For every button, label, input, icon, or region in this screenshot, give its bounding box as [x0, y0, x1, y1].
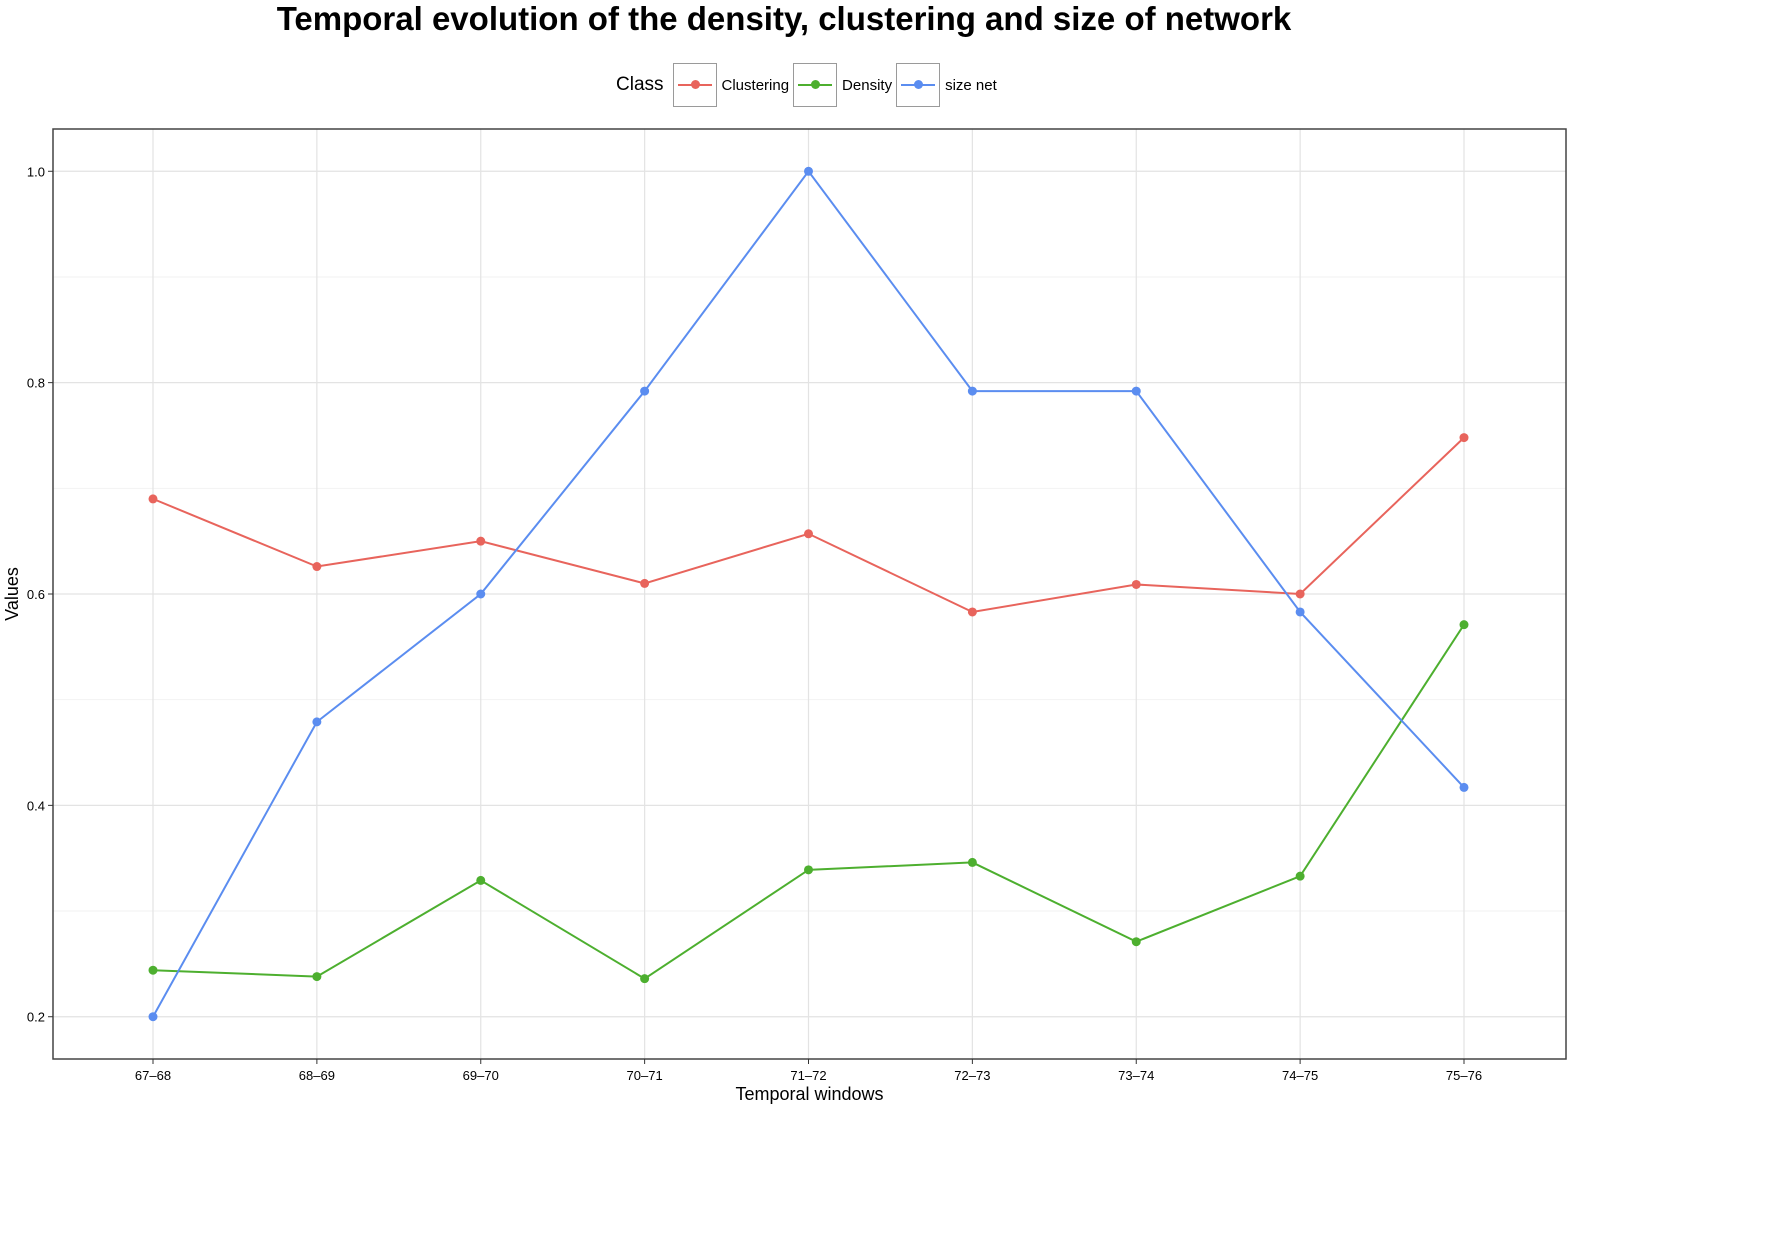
- legend-dot-density: [811, 80, 821, 89]
- x-tick-label: 75–76: [1446, 1068, 1482, 1083]
- legend-dot-clustering: [690, 80, 700, 89]
- x-tick-label: 74–75: [1282, 1068, 1318, 1083]
- x-tick-label: 70–71: [627, 1068, 663, 1083]
- data-point-density: [1131, 937, 1141, 947]
- data-point-density: [640, 974, 650, 984]
- data-point-size-net: [640, 386, 650, 396]
- data-point-density: [148, 965, 158, 975]
- x-tick-label: 73–74: [1118, 1068, 1154, 1083]
- legend-key-density: [793, 63, 838, 107]
- data-point-clustering: [476, 536, 486, 546]
- data-point-clustering: [1459, 433, 1469, 443]
- data-point-size-net: [1295, 607, 1305, 617]
- data-point-size-net: [967, 386, 977, 396]
- x-tick-label: 71–72: [790, 1068, 826, 1083]
- x-tick-label: 69–70: [463, 1068, 499, 1083]
- data-point-clustering: [967, 607, 977, 617]
- data-point-density: [476, 875, 486, 885]
- y-tick-label: 0.2: [27, 1010, 45, 1025]
- legend-label-density: Density: [842, 76, 893, 94]
- data-point-clustering: [640, 578, 650, 588]
- data-point-size-net: [1459, 782, 1469, 792]
- y-tick-label: 1.0: [27, 164, 45, 179]
- y-axis-title: Values: [2, 567, 22, 621]
- x-axis-title: Temporal windows: [735, 1084, 883, 1104]
- line-chart: 0.2 0.4 0.6 0.8 1.0 67–68 68–69 69–70 70–71 71–72…: [2, 128, 1567, 1104]
- data-point-size-net: [476, 589, 486, 599]
- data-point-clustering: [148, 494, 158, 504]
- data-point-clustering: [312, 562, 322, 572]
- legend-label-clustering: Clustering: [721, 76, 790, 94]
- y-tick-label: 0.8: [27, 376, 45, 391]
- data-point-size-net: [1131, 386, 1141, 396]
- legend-title: Class: [616, 74, 664, 95]
- x-tick-label: 68–69: [299, 1068, 335, 1083]
- y-tick-label: 0.4: [27, 798, 45, 813]
- x-tick-label: 72–73: [954, 1068, 990, 1083]
- y-tick-label: 0.6: [27, 587, 45, 602]
- legend: Class Clustering Density size net: [616, 62, 1001, 108]
- data-point-size-net: [804, 166, 813, 176]
- data-point-clustering: [804, 529, 813, 539]
- legend-key-clustering: [672, 63, 717, 107]
- data-point-clustering: [1295, 589, 1305, 599]
- data-point-density: [312, 972, 322, 982]
- data-point-size-net: [148, 1012, 158, 1022]
- chart-title: Temporal evolution of the density, clust…: [276, 0, 1292, 37]
- data-point-density: [804, 865, 813, 875]
- legend-key-size-net: [896, 63, 941, 107]
- legend-dot-size-net: [914, 80, 924, 89]
- data-point-density: [967, 857, 977, 867]
- legend-label-size-net: size net: [945, 76, 997, 94]
- data-point-clustering: [1131, 579, 1141, 589]
- data-point-density: [1459, 620, 1469, 630]
- x-tick-label: 67–68: [135, 1068, 171, 1083]
- data-point-size-net: [312, 717, 322, 727]
- data-point-density: [1295, 871, 1305, 881]
